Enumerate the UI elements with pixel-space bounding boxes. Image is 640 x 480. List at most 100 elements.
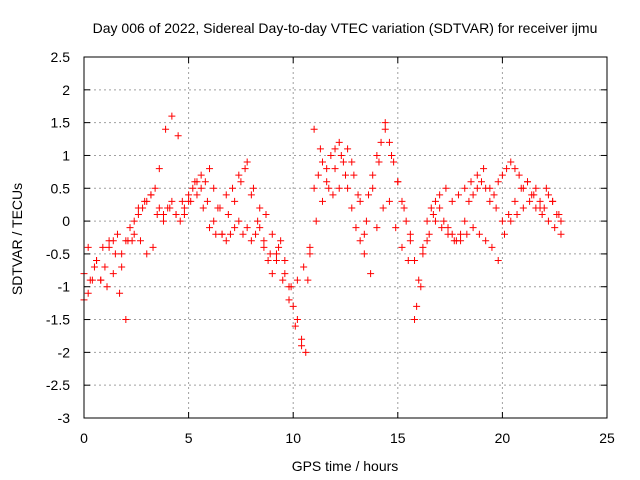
data-point [247, 191, 255, 199]
data-point [507, 217, 515, 225]
data-point [210, 217, 218, 225]
data-point [360, 230, 368, 238]
data-point [331, 145, 339, 153]
x-tick-label: 0 [80, 430, 88, 446]
data-point [473, 184, 481, 192]
data-point [461, 184, 469, 192]
data-point [306, 250, 314, 258]
data-point [141, 197, 149, 205]
data-point [519, 204, 527, 212]
data-point [318, 197, 326, 205]
data-point [411, 256, 419, 264]
data-point [93, 256, 101, 264]
data-point [226, 230, 234, 238]
data-point [375, 158, 383, 166]
data-point [103, 283, 111, 291]
data-point [327, 151, 335, 159]
data-point [268, 270, 276, 278]
data-point [356, 237, 364, 245]
data-points [80, 112, 565, 356]
data-point [507, 158, 515, 166]
data-point [279, 276, 287, 284]
data-point [210, 184, 218, 192]
data-point [486, 184, 494, 192]
data-point [318, 158, 326, 166]
data-point [381, 119, 389, 127]
data-point [415, 276, 423, 284]
data-point [515, 171, 523, 179]
data-point [86, 276, 94, 284]
data-point [111, 250, 119, 258]
data-point [298, 335, 306, 343]
data-point [312, 217, 320, 225]
data-point [314, 171, 322, 179]
data-point [344, 145, 352, 153]
data-point [224, 211, 232, 219]
data-point [511, 165, 519, 173]
data-point [362, 217, 370, 225]
data-point [454, 191, 462, 199]
data-point [517, 184, 525, 192]
data-point [159, 217, 167, 225]
data-point [260, 243, 268, 251]
data-point [463, 230, 471, 238]
y-axis-label: SDTVAR / TECUs [9, 183, 25, 295]
data-point [155, 165, 163, 173]
series-track-a [80, 119, 565, 356]
data-point [431, 217, 439, 225]
data-point [149, 243, 157, 251]
data-point [109, 270, 117, 278]
data-point [381, 125, 389, 133]
data-point [153, 211, 161, 219]
data-point [272, 256, 280, 264]
data-point [84, 243, 92, 251]
data-point [293, 276, 301, 284]
chart-title: Day 006 of 2022, Sidereal Day-to-day VTE… [93, 20, 598, 36]
data-point [105, 243, 113, 251]
data-point [264, 256, 272, 264]
data-point [544, 217, 552, 225]
data-point [293, 316, 301, 324]
data-point [373, 224, 381, 232]
y-tick-label: 2.5 [51, 49, 71, 65]
data-point [151, 184, 159, 192]
data-point [172, 211, 180, 219]
data-point [469, 191, 477, 199]
data-point [379, 204, 387, 212]
data-point [275, 243, 283, 251]
data-point [442, 184, 450, 192]
data-point [262, 211, 270, 219]
data-point [498, 171, 506, 179]
data-point [116, 289, 124, 297]
data-point [168, 197, 176, 205]
data-point [118, 263, 126, 271]
data-point [235, 171, 243, 179]
data-point [287, 283, 295, 291]
data-point [350, 171, 358, 179]
y-tick-label: -2 [58, 344, 71, 360]
data-point [373, 151, 381, 159]
data-point [216, 204, 224, 212]
data-point [285, 296, 293, 304]
data-point [400, 204, 408, 212]
data-point [417, 283, 425, 291]
data-point [465, 197, 473, 205]
data-point [369, 171, 377, 179]
data-point [306, 243, 314, 251]
data-point [524, 178, 532, 186]
data-point [365, 191, 373, 199]
y-tick-label: -3 [58, 410, 71, 426]
data-point [480, 165, 488, 173]
data-point [176, 217, 184, 225]
plot-frame [83, 56, 608, 419]
data-point [168, 112, 176, 120]
data-point [105, 237, 113, 245]
data-point [348, 158, 356, 166]
data-point [304, 276, 312, 284]
data-point [329, 191, 337, 199]
data-point [222, 191, 230, 199]
data-point [406, 237, 414, 245]
data-point [118, 250, 126, 258]
data-point [291, 322, 299, 330]
